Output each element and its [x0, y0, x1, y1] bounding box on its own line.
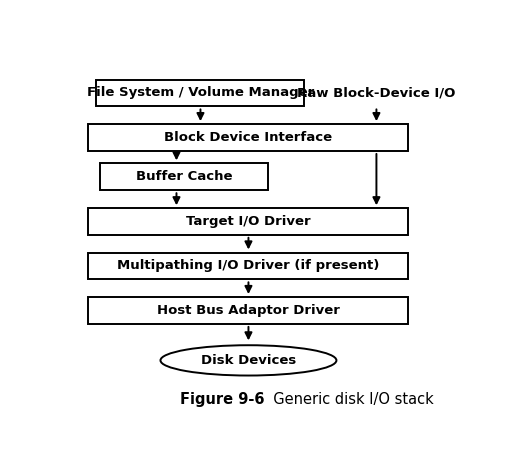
- FancyBboxPatch shape: [89, 252, 409, 279]
- Text: Block Device Interface: Block Device Interface: [165, 131, 332, 144]
- Text: File System / Volume Manager: File System / Volume Manager: [87, 87, 314, 100]
- Text: Raw Block-Device I/O: Raw Block-Device I/O: [297, 87, 456, 100]
- Text: Generic disk I/O stack: Generic disk I/O stack: [265, 392, 434, 407]
- Ellipse shape: [160, 345, 336, 375]
- Text: Disk Devices: Disk Devices: [201, 354, 296, 367]
- FancyBboxPatch shape: [89, 297, 409, 324]
- Text: Buffer Cache: Buffer Cache: [136, 170, 233, 183]
- Text: Host Bus Adaptor Driver: Host Bus Adaptor Driver: [157, 304, 340, 317]
- FancyBboxPatch shape: [89, 208, 409, 235]
- FancyBboxPatch shape: [101, 163, 268, 190]
- Text: Figure 9-6: Figure 9-6: [180, 392, 265, 407]
- FancyBboxPatch shape: [89, 124, 409, 151]
- FancyBboxPatch shape: [96, 80, 304, 106]
- Text: Multipathing I/O Driver (if present): Multipathing I/O Driver (if present): [117, 259, 380, 272]
- Text: Target I/O Driver: Target I/O Driver: [186, 215, 311, 228]
